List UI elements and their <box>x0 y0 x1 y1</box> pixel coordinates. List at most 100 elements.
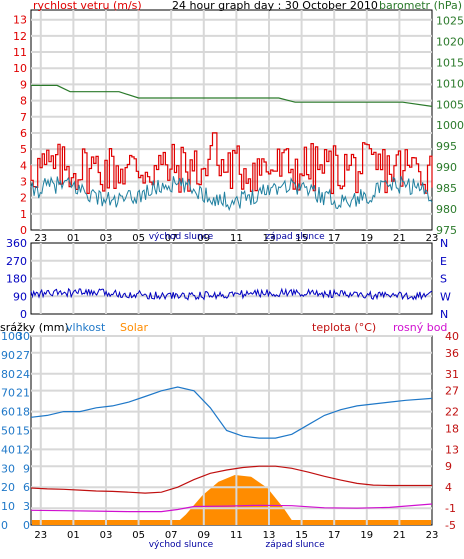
p1-right-tick: 1005 <box>436 98 464 111</box>
p3-rain-tick: 18 <box>16 406 30 419</box>
p1-left-tick: 8 <box>20 95 27 108</box>
p3-rain-tick: 30 <box>16 330 30 343</box>
p2-right-tick: E <box>440 255 447 268</box>
p3-rain-tick: 6 <box>23 481 30 494</box>
humidity-line <box>30 386 433 439</box>
p3-temp-tick: 22 <box>445 406 459 419</box>
p3-humidity-tick: 90 <box>1 349 15 362</box>
p1-x-tick: 21 <box>393 233 406 244</box>
p3-temp-tick: 40 <box>445 330 459 343</box>
p3-solar-label: Solar <box>120 321 149 334</box>
p1-x-tick: 03 <box>100 233 113 244</box>
p3-temp-tick: 9 <box>445 460 452 473</box>
p3-x-tick: 03 <box>100 530 113 541</box>
p3-x-tick: 19 <box>360 530 373 541</box>
p1-sunrise-label: východ slunce <box>149 232 214 242</box>
p3-x-tick: 01 <box>67 530 80 541</box>
p1-left-tick: 4 <box>20 159 27 172</box>
p1-left-tick: 0 <box>20 224 27 237</box>
p2-right-tick: S <box>440 273 447 286</box>
p3-sunrise-label: východ slunce <box>149 540 214 550</box>
p3-temp-tick: 27 <box>445 385 459 398</box>
p3-humidity-tick: 50 <box>1 425 15 438</box>
p3-temp-tick: 36 <box>445 347 459 360</box>
p3-x-tick: 17 <box>328 530 341 541</box>
p1-left-tick: 12 <box>13 30 27 43</box>
rain-bar <box>32 520 431 525</box>
p1-right-tick: 1025 <box>436 14 464 27</box>
wind-line <box>30 175 433 212</box>
p3-x-tick: 09 <box>197 530 210 541</box>
p3-rain-tick: 3 <box>23 500 30 513</box>
p1-right-tick: 1015 <box>436 56 464 69</box>
gust-line <box>30 132 433 195</box>
p1-right-tick: 1020 <box>436 35 464 48</box>
p1-x-tick: 09 <box>197 233 210 244</box>
temperature-line <box>30 465 432 494</box>
p1-x-tick: 17 <box>328 233 341 244</box>
p1-left-tick: 2 <box>20 192 27 205</box>
p3-temp-tick: -5 <box>445 519 456 532</box>
p1-right-tick: 985 <box>436 182 457 195</box>
p1-x-tick: 07 <box>165 233 178 244</box>
p3-humidity-tick: 40 <box>1 443 15 456</box>
p1-x-tick: 23 <box>34 233 47 244</box>
p2-left-tick: 90 <box>13 290 27 303</box>
p1-left-tick: 3 <box>20 175 27 188</box>
p1-left-tick: 1 <box>20 208 27 221</box>
p3-x-tick: 15 <box>295 530 308 541</box>
p3-rain-tick: 24 <box>16 368 30 381</box>
p3-humidity-tick: 100 <box>1 330 22 343</box>
p3-rain-tick: 0 <box>23 519 30 532</box>
p3-temp-tick: -1 <box>445 502 456 515</box>
p3-x-tick: 11 <box>230 530 243 541</box>
p1-left-axis-label: rychlost vetru (m/s) <box>33 0 142 12</box>
p3-humidity-tick: 70 <box>1 387 15 400</box>
p3-temp-label: teplota (°C) <box>312 321 376 334</box>
p1-x-tick: 13 <box>263 233 276 244</box>
p3-humidity-tick: 10 <box>1 500 15 513</box>
p1-left-tick: 13 <box>13 14 27 27</box>
p1-title: 24 hour graph day : 30 October 2010 <box>172 0 378 12</box>
p3-humidity-label: vlhkost <box>66 321 106 334</box>
p1-left-tick: 11 <box>13 46 27 59</box>
direction-line <box>30 287 433 301</box>
p1-left-tick: 7 <box>20 111 27 124</box>
p3-temp-tick: 13 <box>445 443 459 456</box>
p3-temp-tick: 31 <box>445 368 459 381</box>
p1-right-tick: 975 <box>436 224 457 237</box>
p3-humidity-tick: 0 <box>1 519 8 532</box>
p2-left-tick: 270 <box>6 255 27 268</box>
p1-left-tick: 9 <box>20 78 27 91</box>
p1-left-tick: 5 <box>20 143 27 156</box>
p1-right-tick: 1010 <box>436 77 464 90</box>
p1-x-tick: 23 <box>426 233 439 244</box>
p3-sunset-label: západ slunce <box>266 540 326 550</box>
p3-x-tick: 21 <box>393 530 406 541</box>
p1-left-tick: 6 <box>20 127 27 140</box>
dewpoint-line <box>30 503 433 513</box>
p1-right-tick: 1000 <box>436 119 464 132</box>
p1-right-axis-label: barometr (hPa) <box>379 0 462 12</box>
p3-x-tick: 23 <box>426 530 439 541</box>
p1-right-tick: 980 <box>436 203 457 216</box>
p1-x-tick: 11 <box>230 233 243 244</box>
p3-dewpoint-label: rosný bod <box>393 321 447 334</box>
p3-temp-tick: 18 <box>445 422 459 435</box>
p3-rain-tick: 12 <box>16 443 30 456</box>
p1-x-tick: 19 <box>360 233 373 244</box>
p3-temp-tick: 4 <box>445 481 452 494</box>
p1-x-tick: 15 <box>295 233 308 244</box>
p1-x-tick: 01 <box>67 233 80 244</box>
p2-right-tick: W <box>440 290 451 303</box>
p2-right-tick: N <box>440 237 448 250</box>
p1-sunset-label: západ slunce <box>266 232 326 242</box>
p3-rain-tick: 15 <box>16 425 30 438</box>
p3-humidity-tick: 60 <box>1 406 15 419</box>
p2-right-tick: N <box>440 308 448 321</box>
p1-right-tick: 995 <box>436 140 457 153</box>
p2-left-tick: 360 <box>6 237 27 250</box>
p1-right-tick: 990 <box>436 161 457 174</box>
